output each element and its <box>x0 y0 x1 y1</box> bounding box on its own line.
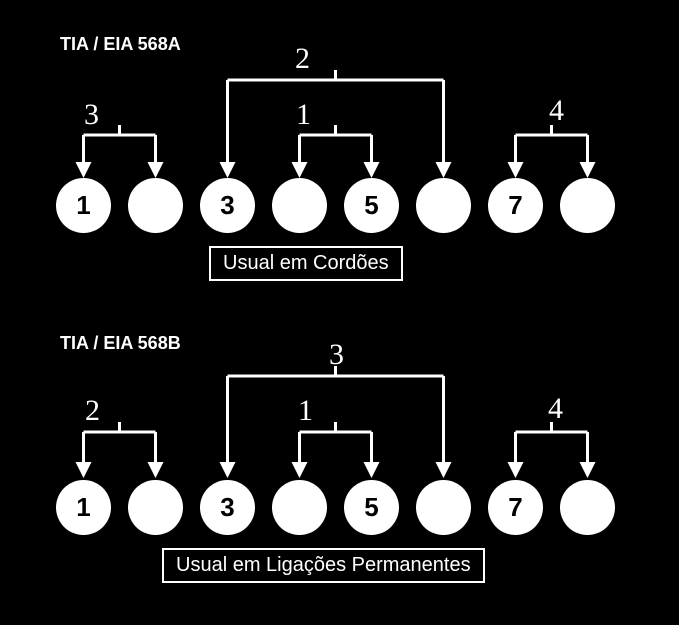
pin-number: 3 <box>220 492 234 523</box>
pin-circle: 7 <box>488 480 543 535</box>
pin-circles-row: 1 3 5 7 <box>56 480 615 535</box>
pin-circle <box>560 480 615 535</box>
pin-number: 1 <box>76 492 90 523</box>
pin-number: 7 <box>508 492 522 523</box>
pin-circle: 3 <box>200 480 255 535</box>
pin-circle: 5 <box>344 480 399 535</box>
pin-circle <box>128 480 183 535</box>
caption-box: Usual em Ligações Permanentes <box>162 548 485 583</box>
pin-circle <box>272 480 327 535</box>
pin-circle <box>416 480 471 535</box>
pin-circle: 1 <box>56 480 111 535</box>
pin-number: 5 <box>364 492 378 523</box>
